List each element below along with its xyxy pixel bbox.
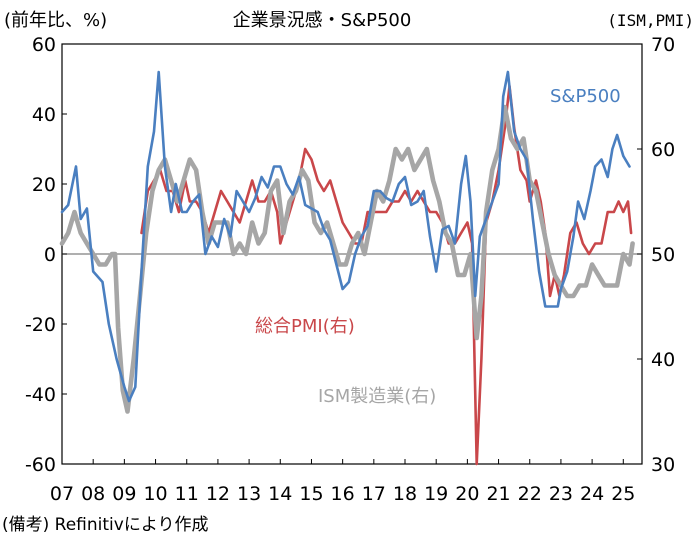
x-tick-label: 20 [455, 483, 479, 505]
x-tick-label: 21 [486, 483, 510, 505]
x-tick-label: 22 [518, 483, 542, 505]
series-line-ism [59, 104, 635, 414]
left-tick-label: -40 [25, 384, 56, 406]
right-axis-label: (ISM,PMI) [607, 11, 694, 30]
x-tick-label: 07 [50, 483, 74, 505]
left-tick-label: -60 [25, 454, 56, 476]
x-tick-label: 16 [331, 483, 355, 505]
x-tick-label: 15 [299, 483, 323, 505]
series-line-pmi [140, 84, 633, 466]
x-tick-label: 19 [424, 483, 448, 505]
x-tick-label: 17 [362, 483, 386, 505]
series-label-sp500: S&P500 [550, 86, 621, 107]
x-tick-label: 25 [611, 483, 635, 505]
right-tick-label: 50 [651, 244, 675, 266]
x-tick-label: 13 [237, 483, 261, 505]
x-tick-label: 09 [112, 483, 136, 505]
left-tick-label: 60 [32, 34, 56, 56]
x-tick-label: 10 [143, 483, 167, 505]
x-tick-label: 24 [580, 483, 604, 505]
x-tick-label: 23 [549, 483, 573, 505]
series-label-ism: ISM製造業(右) [318, 386, 436, 407]
chart-title: 企業景況感・S&P500 [233, 10, 412, 31]
right-tick-label: 30 [651, 454, 675, 476]
left-tick-label: -20 [25, 314, 56, 336]
x-tick-label: 08 [81, 483, 105, 505]
x-tick-label: 14 [268, 483, 292, 505]
right-tick-label: 60 [651, 139, 675, 161]
plot-area: 60 40 20 0 -20 -40 -60 70 60 50 40 30 07 08 09 10 11 12 13… [25, 34, 675, 505]
left-tick-label: 0 [44, 244, 56, 266]
x-tick-label: 18 [393, 483, 417, 505]
left-axis-label: (前年比、%) [4, 10, 107, 31]
series-line-sp500 [60, 70, 631, 403]
left-tick-label: 20 [32, 174, 56, 196]
left-tick-label: 40 [32, 104, 56, 126]
x-tick-label: 12 [206, 483, 230, 505]
x-tick-label: 11 [175, 483, 199, 505]
right-tick-label: 70 [651, 34, 675, 56]
series-label-pmi: 総合PMI(右) [255, 316, 355, 337]
right-tick-label: 40 [651, 349, 675, 371]
source-note: (備考) Refinitivにより作成 [2, 515, 209, 535]
